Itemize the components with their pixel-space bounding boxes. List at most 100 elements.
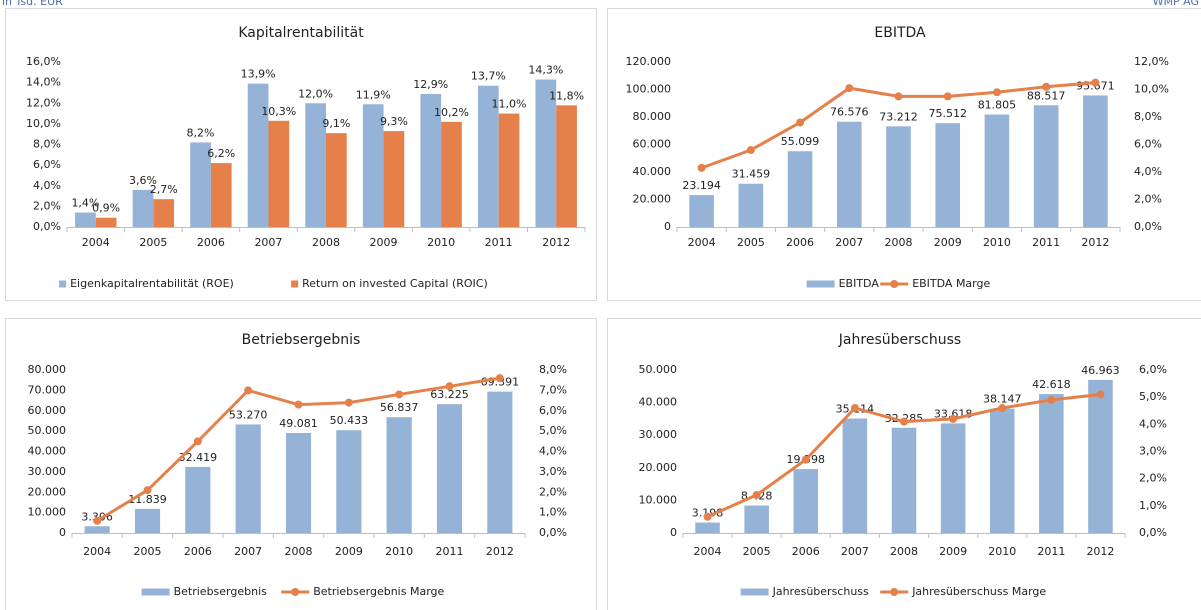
line-marker [193, 437, 202, 446]
data-label: 42.618 [1032, 378, 1071, 391]
bar [362, 104, 384, 227]
data-label: 0,9% [92, 202, 120, 215]
data-label: 2,7% [150, 183, 178, 196]
data-label: 75.512 [928, 107, 967, 120]
bar [247, 83, 269, 227]
bar [326, 133, 347, 227]
company-name: WMP AG [1153, 0, 1199, 8]
line-marker [900, 417, 908, 426]
x-tick-label: 2011 [485, 236, 513, 249]
bar [689, 195, 714, 227]
legend-label: Betriebsergebnis Marge [313, 585, 444, 598]
data-label: 12,0% [298, 87, 333, 100]
bar [744, 505, 769, 533]
y2-tick-label: 2,0% [1134, 193, 1162, 206]
bar [336, 430, 362, 533]
line-marker [395, 390, 404, 399]
x-tick-label: 2011 [1032, 236, 1060, 249]
legend-swatch [890, 588, 899, 596]
data-label: 8,2% [187, 126, 215, 139]
data-label: 14,3% [528, 64, 563, 77]
bar [556, 105, 577, 227]
legend-label: EBITDA [839, 277, 880, 290]
data-label: 13,7% [471, 70, 506, 83]
bar [134, 508, 161, 533]
x-tick-label: 2005 [139, 236, 167, 249]
line-marker [998, 404, 1007, 413]
data-label: 50.433 [330, 414, 369, 427]
bar [420, 93, 442, 227]
x-tick-label: 2012 [542, 236, 570, 249]
legend-label: EBITDA Marge [912, 277, 990, 290]
line-marker [1091, 78, 1100, 87]
x-tick-label: 2010 [385, 545, 413, 558]
y-tick-label: 40.000 [28, 445, 67, 458]
data-label: 10,3% [261, 105, 296, 118]
data-label: 73.212 [879, 110, 918, 123]
bar [535, 79, 557, 227]
legend-swatch [806, 280, 835, 288]
y2-tick-label: 6,0% [539, 404, 567, 417]
y2-tick-label: 2,0% [539, 485, 567, 498]
line-marker [697, 163, 706, 172]
chart-title: Betriebsergebnis [242, 332, 361, 348]
bar [1083, 95, 1108, 227]
x-tick-label: 2009 [939, 545, 967, 558]
y2-tick-label: 6,0% [1134, 138, 1162, 151]
data-label: 32.419 [179, 451, 218, 464]
y-tick-label: 2,0% [33, 199, 61, 212]
line-marker [1047, 395, 1056, 404]
y2-tick-label: 4,0% [1134, 165, 1162, 178]
line-marker [801, 455, 810, 464]
y2-tick-label: 8,0% [1134, 110, 1162, 123]
x-tick-label: 2006 [197, 236, 225, 249]
bar [84, 526, 110, 533]
chart-title: Kapitalrentabilität [238, 25, 364, 41]
line-marker [703, 512, 712, 521]
y2-tick-label: 4,0% [1139, 417, 1167, 430]
y-tick-label: 0 [59, 526, 66, 539]
bar [1088, 379, 1113, 533]
x-tick-label: 2005 [743, 545, 771, 558]
legend-swatch [291, 280, 299, 288]
line-marker [992, 88, 1001, 97]
legend-swatch [59, 280, 67, 288]
x-tick-label: 2010 [988, 545, 1016, 558]
line-marker [143, 486, 152, 495]
y-tick-label: 20.000 [639, 461, 678, 474]
y2-tick-label: 0,0% [1134, 220, 1162, 233]
panel [607, 318, 1201, 610]
x-tick-label: 2012 [486, 545, 514, 558]
y2-tick-label: 0,0% [1139, 526, 1167, 539]
line-marker [1042, 82, 1051, 91]
data-label: 6,2% [207, 147, 235, 160]
line-marker [93, 516, 102, 525]
y-tick-label: 80.000 [28, 363, 67, 376]
legend-label: Eigenkapitalrentabilität (ROE) [70, 277, 234, 290]
x-tick-label: 2004 [694, 545, 722, 558]
y2-tick-label: 10,0% [1134, 83, 1169, 96]
data-label: 10,2% [434, 106, 469, 119]
bar [787, 151, 813, 227]
y-tick-label: 30.000 [28, 465, 67, 478]
x-tick-label: 2008 [285, 545, 313, 558]
y-tick-label: 50.000 [639, 363, 678, 376]
y-tick-label: 0 [670, 526, 677, 539]
panel [5, 318, 597, 610]
y-tick-label: 80.000 [633, 110, 672, 123]
bar [738, 183, 764, 227]
line-marker [495, 374, 504, 383]
y2-tick-label: 3,0% [539, 465, 567, 478]
legend-swatch [291, 588, 300, 596]
x-tick-label: 2011 [436, 545, 464, 558]
bar [190, 142, 211, 227]
line-marker [294, 400, 303, 409]
data-label: 9,1% [322, 117, 350, 130]
x-tick-label: 2009 [934, 236, 962, 249]
legend-swatch [740, 588, 769, 596]
y2-tick-label: 8,0% [539, 363, 567, 376]
x-tick-label: 2006 [792, 545, 820, 558]
y-tick-label: 50.000 [28, 424, 67, 437]
line-marker [344, 398, 353, 407]
